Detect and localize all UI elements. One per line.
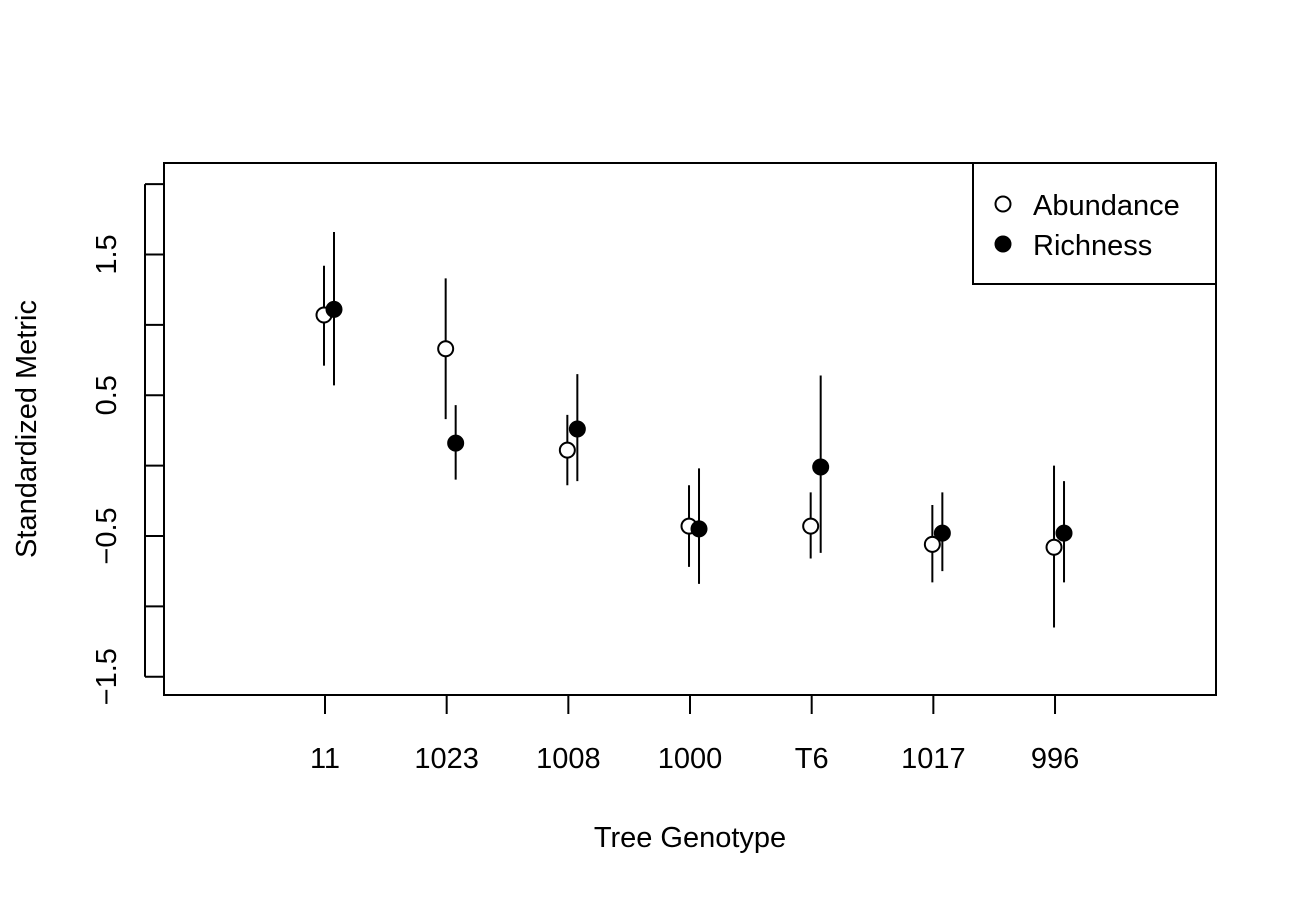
y-tick-label: −1.5 — [91, 648, 123, 705]
legend-box — [972, 162, 1217, 285]
series-abundance — [315, 265, 1063, 628]
x-tick-label: 1000 — [658, 743, 723, 775]
x-tick-label: 1017 — [901, 743, 966, 775]
abundance-point — [558, 441, 576, 459]
abundance-point — [923, 535, 941, 553]
legend-marker-richness — [994, 235, 1012, 253]
richness-point — [690, 520, 708, 538]
legend: Abundance Richness — [972, 162, 1217, 285]
y-axis: −1.5 −0.5 0.5 1.5 — [91, 183, 164, 705]
series-richness — [325, 231, 1073, 584]
y-tick-label: −0.5 — [91, 507, 123, 564]
richness-point — [933, 524, 951, 542]
x-tick-label: 996 — [1031, 743, 1079, 775]
x-tick-label: T6 — [795, 743, 829, 775]
x-tick-label: 1008 — [536, 743, 601, 775]
x-tick-label: 11 — [310, 743, 340, 775]
legend-label-richness: Richness — [1033, 230, 1152, 262]
series-layer — [315, 231, 1073, 628]
abundance-point — [437, 340, 455, 358]
abundance-point — [1045, 538, 1063, 556]
x-axis: 11 1023 1008 1000 T6 1017 996 — [310, 694, 1079, 775]
richness-point — [568, 420, 586, 438]
y-tick-label: 1.5 — [91, 234, 123, 274]
richness-point — [1055, 524, 1073, 542]
richness-point — [447, 434, 465, 452]
richness-point — [812, 458, 830, 476]
y-axis-label: Standardized Metric — [11, 300, 43, 558]
abundance-point — [802, 517, 820, 535]
legend-marker-abundance — [994, 195, 1012, 213]
richness-point — [325, 300, 343, 318]
x-tick-label: 1023 — [414, 743, 479, 775]
legend-label-abundance: Abundance — [1033, 190, 1180, 222]
y-tick-label: 0.5 — [91, 375, 123, 415]
x-axis-label: Tree Genotype — [594, 822, 786, 854]
